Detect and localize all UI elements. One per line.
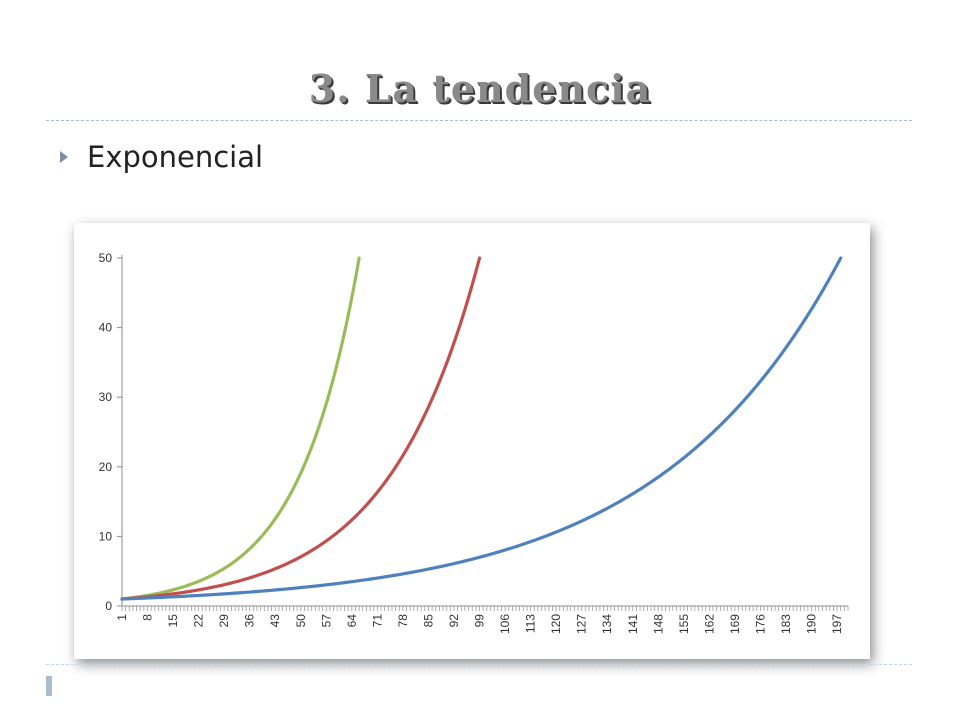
- y-tick-label: 40: [99, 321, 113, 335]
- x-tick-label: 29: [217, 614, 231, 628]
- x-tick-label: 183: [779, 614, 793, 634]
- x-tick-label: 197: [830, 614, 844, 634]
- y-tick-label: 30: [99, 390, 113, 404]
- footer-divider: [46, 664, 912, 665]
- x-tick-label: 155: [677, 614, 691, 634]
- title-divider: [46, 120, 912, 121]
- series-line-3: [120, 256, 843, 601]
- y-tick-label: 10: [99, 529, 113, 543]
- x-tick-label: 22: [192, 614, 206, 628]
- x-axis: 1 8 15 22 29 36 43 50 57 64 71 78 85 92 99 106 113 120 127…: [115, 605, 849, 634]
- x-tick-label: 15: [166, 614, 180, 628]
- footer-accent-bar: [46, 676, 52, 696]
- x-tick-label: 43: [268, 614, 282, 628]
- y-axis: 0 10 20 30 40 50: [99, 251, 123, 613]
- x-tick-label: 127: [575, 614, 589, 634]
- x-tick-label: 141: [626, 614, 640, 634]
- x-tick-label: 99: [473, 614, 487, 628]
- chart-image: 0 10 20 30 40 50 1 8 15 22 29 36 43 50 57 64 71 78 85 92 99…: [74, 223, 870, 659]
- x-tick-label: 120: [549, 614, 563, 634]
- x-tick-label: 1: [115, 614, 129, 621]
- x-tick-label: 8: [141, 614, 155, 621]
- bullet-item: Exponencial: [60, 140, 263, 174]
- x-tick-label: 64: [345, 614, 359, 628]
- x-tick-label: 134: [600, 614, 614, 634]
- y-tick-label: 0: [105, 599, 112, 613]
- y-tick-label: 20: [99, 460, 113, 474]
- x-tick-label: 71: [370, 614, 384, 628]
- x-tick-label: 162: [702, 614, 716, 634]
- x-tick-label: 113: [524, 614, 538, 633]
- x-tick-label: 85: [421, 614, 435, 628]
- x-tick-label: 148: [651, 614, 665, 634]
- line-chart: 0 10 20 30 40 50 1 8 15 22 29 36 43 50 57 64 71 78 85 92 99…: [99, 251, 849, 634]
- slide-title: 3. La tendencia: [308, 66, 652, 111]
- x-tick-label: 78: [396, 614, 410, 628]
- x-tick-label: 36: [243, 614, 257, 628]
- x-tick-label: 169: [728, 614, 742, 634]
- x-tick-label: 92: [447, 614, 461, 628]
- y-tick-label: 50: [99, 251, 113, 265]
- triangle-bullet-icon: [60, 151, 68, 163]
- series-lines: [120, 256, 843, 601]
- bullet-text: Exponencial: [87, 140, 264, 174]
- x-tick-label: 176: [753, 614, 767, 634]
- x-tick-label: 57: [319, 614, 333, 628]
- series-line-1: [120, 256, 361, 601]
- x-tick-label: 190: [805, 614, 819, 634]
- series-line-2: [120, 256, 482, 601]
- x-tick-label: 106: [498, 614, 512, 634]
- x-tick-label: 50: [294, 614, 308, 628]
